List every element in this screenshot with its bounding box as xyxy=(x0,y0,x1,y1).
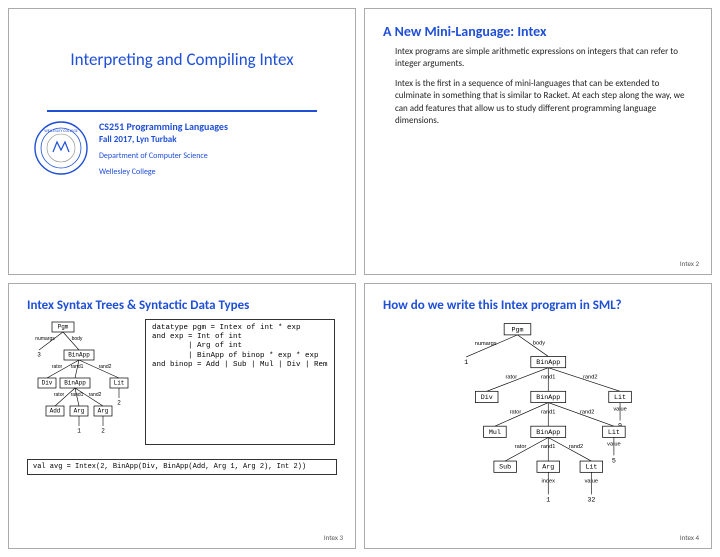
svg-text:value: value xyxy=(585,478,598,484)
svg-text:value: value xyxy=(607,441,620,447)
slide-4: How do we write this Intex program in SM… xyxy=(364,283,712,550)
course-college: Wellesley College xyxy=(99,167,228,177)
syntax-tree-large: numargs body rator rand1 rand2 value rator rand… xyxy=(388,319,688,519)
svg-text:rand2: rand2 xyxy=(89,392,102,398)
svg-text:Div: Div xyxy=(42,379,53,386)
svg-text:body: body xyxy=(533,340,545,346)
svg-text:BinApp: BinApp xyxy=(68,351,90,358)
footer-block: WELLESLEY COLLEGE CS251 Programming Lang… xyxy=(27,120,337,177)
svg-text:rator: rator xyxy=(515,444,527,450)
svg-text:numargs: numargs xyxy=(35,336,55,342)
svg-text:1: 1 xyxy=(546,495,550,503)
svg-text:2: 2 xyxy=(101,427,105,434)
svg-text:Lit: Lit xyxy=(608,427,620,435)
svg-text:rand2: rand2 xyxy=(569,444,583,450)
svg-text:Arg: Arg xyxy=(74,407,85,414)
datatype-code: datatype pgm = Intex of int * exp and ex… xyxy=(145,319,335,445)
course-subtitle: Fall 2017, Lyn Turbak xyxy=(99,134,228,145)
svg-text:Lit: Lit xyxy=(614,392,626,400)
svg-text:Mul: Mul xyxy=(489,427,501,435)
slide-3: Intex Syntax Trees & Syntactic Data Type… xyxy=(8,283,356,550)
svg-text:rand1: rand1 xyxy=(541,409,555,415)
svg-text:rand1: rand1 xyxy=(541,444,555,450)
svg-text:32: 32 xyxy=(587,495,595,503)
svg-text:BinApp: BinApp xyxy=(536,358,560,366)
svg-text:BinApp: BinApp xyxy=(536,392,560,400)
svg-text:rand2: rand2 xyxy=(99,364,112,370)
svg-text:rator: rator xyxy=(510,409,522,415)
svg-text:Sub: Sub xyxy=(499,462,511,470)
svg-text:Pgm: Pgm xyxy=(511,325,523,333)
page-number: Intex 3 xyxy=(324,533,343,542)
slide2-p2: Intex is the first in a sequence of mini… xyxy=(395,78,693,127)
svg-text:Add: Add xyxy=(50,407,61,414)
course-dept: Department of Computer Science xyxy=(99,151,228,161)
svg-text:rator: rator xyxy=(506,374,518,380)
svg-text:Lit: Lit xyxy=(585,462,597,470)
slide1-title: Interpreting and Compiling Intex xyxy=(27,49,337,70)
svg-text:2: 2 xyxy=(117,399,121,406)
slide2-p1: Intex programs are simple arithmetic exp… xyxy=(395,46,693,70)
val-code: val avg = Intex(2, BinApp(Div, BinApp(Ad… xyxy=(27,459,337,475)
svg-text:Pgm: Pgm xyxy=(58,323,69,330)
course-title: CS251 Programming Languages xyxy=(99,120,228,133)
page-number: Intex 4 xyxy=(680,533,699,542)
svg-text:rand2: rand2 xyxy=(580,409,594,415)
college-seal-icon: WELLESLEY COLLEGE xyxy=(33,120,89,176)
slide-2: A New Mini-Language: Intex Intex program… xyxy=(364,8,712,275)
svg-text:index: index xyxy=(542,478,556,484)
svg-text:rand1: rand1 xyxy=(71,392,84,398)
svg-text:Div: Div xyxy=(481,392,493,400)
svg-text:rator: rator xyxy=(54,392,65,398)
svg-text:1: 1 xyxy=(77,427,81,434)
svg-text:rand1: rand1 xyxy=(71,364,84,370)
svg-text:Lit: Lit xyxy=(114,379,125,386)
svg-text:body: body xyxy=(72,336,83,342)
course-info: CS251 Programming Languages Fall 2017, L… xyxy=(99,120,228,177)
svg-text:3: 3 xyxy=(37,351,41,358)
svg-text:numargs: numargs xyxy=(475,340,497,346)
svg-text:rand1: rand1 xyxy=(541,374,555,380)
svg-text:5: 5 xyxy=(612,456,616,464)
svg-text:rand2: rand2 xyxy=(583,374,597,380)
slide2-title: A New Mini-Language: Intex xyxy=(383,23,693,40)
svg-text:1: 1 xyxy=(464,358,468,366)
slide4-title: How do we write this Intex program in SM… xyxy=(383,298,693,313)
slide3-title: Intex Syntax Trees & Syntactic Data Type… xyxy=(27,298,337,313)
svg-text:BinApp: BinApp xyxy=(64,379,86,386)
svg-text:rator: rator xyxy=(52,364,63,370)
divider xyxy=(47,110,317,112)
svg-text:BinApp: BinApp xyxy=(536,427,560,435)
svg-text:value: value xyxy=(613,406,626,412)
page-number: Intex 2 xyxy=(680,259,699,268)
svg-text:Arg: Arg xyxy=(98,407,109,414)
svg-text:Arg: Arg xyxy=(542,462,554,470)
svg-text:WELLESLEY COLLEGE: WELLESLEY COLLEGE xyxy=(44,129,78,134)
syntax-tree-small: numargs body rator rand1 rand2 rator rand1 rand… xyxy=(27,319,139,445)
slide3-row: numargs body rator rand1 rand2 rator rand1 rand… xyxy=(27,319,337,445)
slide-1: Interpreting and Compiling Intex WELLESL… xyxy=(8,8,356,275)
